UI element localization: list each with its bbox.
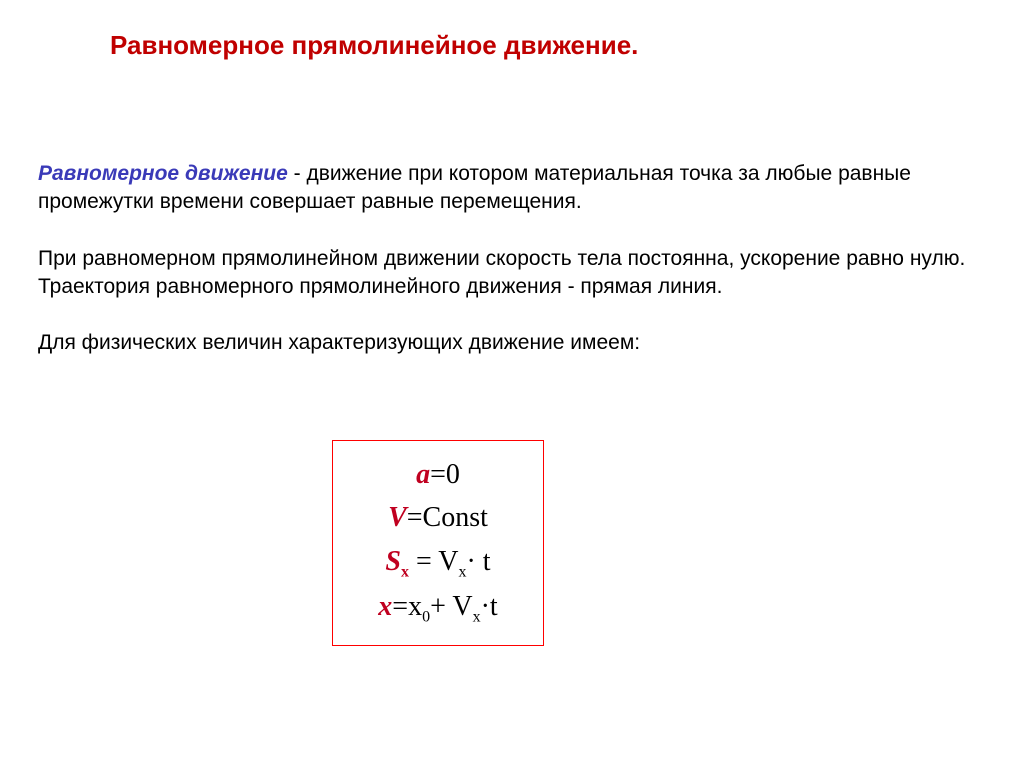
- formula1-symbol: a: [416, 459, 430, 490]
- formula1-rest: =0: [430, 459, 460, 490]
- page-title: Равномерное прямолинейное движение.: [110, 30, 638, 61]
- formula-line-1: a=0: [333, 453, 543, 496]
- definition-paragraph: Равномерное движение - движение при кото…: [38, 160, 998, 217]
- formula3-mid: = V: [409, 546, 459, 577]
- formula4-symbol: x: [378, 591, 392, 622]
- formula4-mid2: + V: [430, 591, 473, 622]
- formula2-rest: =Const: [407, 502, 488, 533]
- formula4-mid1: =x: [392, 591, 422, 622]
- formula-line-2: V=Const: [333, 496, 543, 539]
- formula-box: a=0 V=Const Sx = Vx· t x=x0+ Vx·t: [332, 440, 544, 646]
- formula4-subx: x: [473, 609, 481, 626]
- formula-line-4: x=x0+ Vx·t: [333, 585, 543, 630]
- body-text: Равномерное движение - движение при кото…: [38, 160, 998, 386]
- formula3-symbol: S: [385, 546, 401, 577]
- formula4-tail: ·t: [481, 591, 498, 622]
- formula3-tail: · t: [466, 546, 490, 577]
- paragraph-3: Для физических величин характеризующих д…: [38, 329, 998, 357]
- paragraph-2: При равномерном прямолинейном движении с…: [38, 245, 998, 302]
- formula2-symbol: V: [388, 502, 407, 533]
- formula3-sub: x: [401, 563, 409, 580]
- definition-term: Равномерное движение: [38, 162, 288, 185]
- formula-line-3: Sx = Vx· t: [333, 540, 543, 585]
- formula4-sub0: 0: [422, 609, 430, 626]
